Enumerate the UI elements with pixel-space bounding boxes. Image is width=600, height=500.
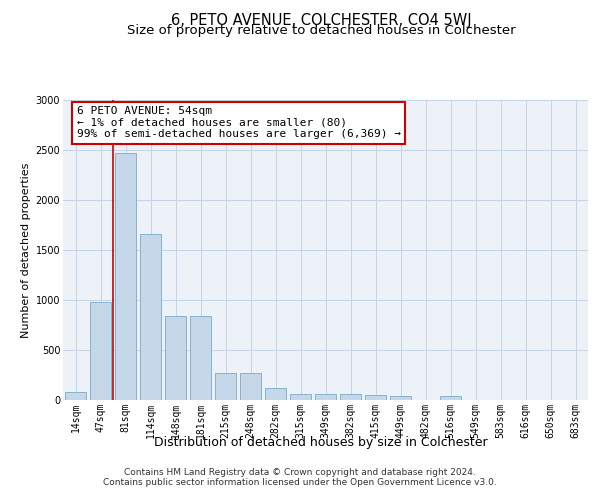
Bar — [140, 234, 161, 400]
Text: Contains HM Land Registry data © Crown copyright and database right 2024.
Contai: Contains HM Land Registry data © Crown c… — [103, 468, 497, 487]
Text: 6, PETO AVENUE, COLCHESTER, CO4 5WJ: 6, PETO AVENUE, COLCHESTER, CO4 5WJ — [170, 12, 472, 28]
Text: Distribution of detached houses by size in Colchester: Distribution of detached houses by size … — [154, 436, 488, 449]
Bar — [315, 394, 336, 400]
Bar — [390, 396, 411, 400]
Bar — [440, 396, 461, 400]
Bar — [65, 392, 86, 400]
Text: 6 PETO AVENUE: 54sqm
← 1% of detached houses are smaller (80)
99% of semi-detach: 6 PETO AVENUE: 54sqm ← 1% of detached ho… — [77, 106, 401, 139]
Text: Size of property relative to detached houses in Colchester: Size of property relative to detached ho… — [127, 24, 515, 37]
Bar — [115, 153, 136, 400]
Bar — [215, 373, 236, 400]
Bar — [365, 394, 386, 400]
Y-axis label: Number of detached properties: Number of detached properties — [22, 162, 31, 338]
Bar — [190, 316, 211, 400]
Bar — [265, 388, 286, 400]
Bar — [165, 316, 186, 400]
Bar — [340, 394, 361, 400]
Bar — [240, 373, 261, 400]
Bar — [290, 394, 311, 400]
Bar — [90, 302, 111, 400]
